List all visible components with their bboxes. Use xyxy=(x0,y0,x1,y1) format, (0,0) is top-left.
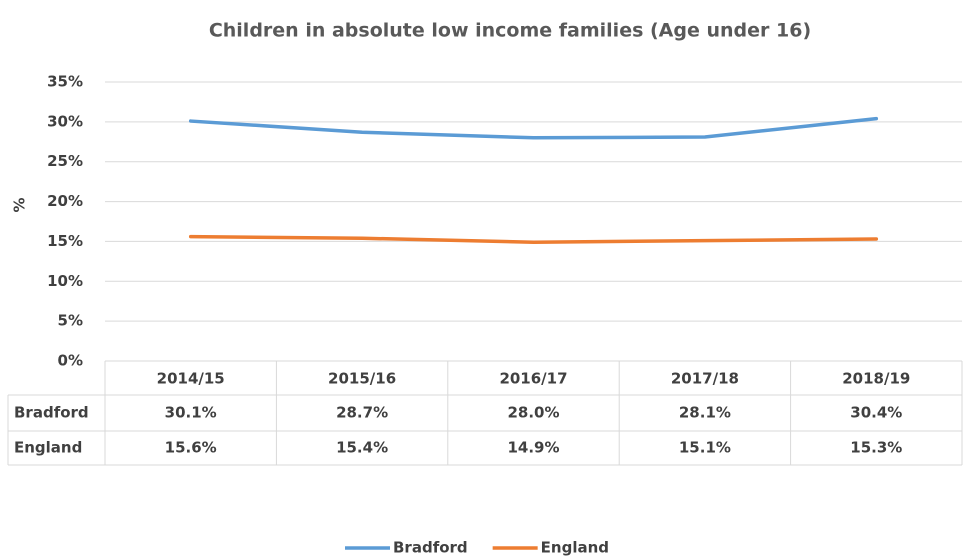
table-value: 14.9% xyxy=(507,439,559,457)
x-tick-label: 2016/17 xyxy=(499,370,567,388)
y-tick-label: 20% xyxy=(47,192,83,210)
legend-label: England xyxy=(541,539,609,557)
y-tick-label: 30% xyxy=(47,112,83,130)
data-line xyxy=(188,234,879,244)
table-value: 15.3% xyxy=(850,439,902,457)
table-row-label: Bradford xyxy=(14,404,89,422)
y-tick-label: 5% xyxy=(58,312,83,330)
y-tick-label: 10% xyxy=(47,272,83,290)
y-tick-label: 25% xyxy=(47,152,83,170)
table-row-label: England xyxy=(14,439,82,457)
x-tick-label: 2017/18 xyxy=(671,370,739,388)
table-value: 30.1% xyxy=(165,404,217,422)
x-tick-label: 2015/16 xyxy=(328,370,396,388)
table-value: 28.0% xyxy=(507,404,559,422)
y-tick-label: 15% xyxy=(47,232,83,250)
y-tick-label: 35% xyxy=(47,73,83,91)
data-line xyxy=(188,116,879,140)
chart-title: Children in absolute low income families… xyxy=(209,20,811,42)
x-tick-label: 2018/19 xyxy=(842,370,910,388)
table-value: 15.6% xyxy=(165,439,217,457)
table-value: 15.4% xyxy=(336,439,388,457)
table-value: 15.1% xyxy=(679,439,731,457)
table-value: 30.4% xyxy=(850,404,902,422)
legend-label: Bradford xyxy=(393,539,468,557)
table-value: 28.1% xyxy=(679,404,731,422)
table-value: 28.7% xyxy=(336,404,388,422)
y-axis-label: % xyxy=(11,197,29,212)
x-tick-label: 2014/15 xyxy=(157,370,225,388)
y-tick-label: 0% xyxy=(58,352,83,370)
